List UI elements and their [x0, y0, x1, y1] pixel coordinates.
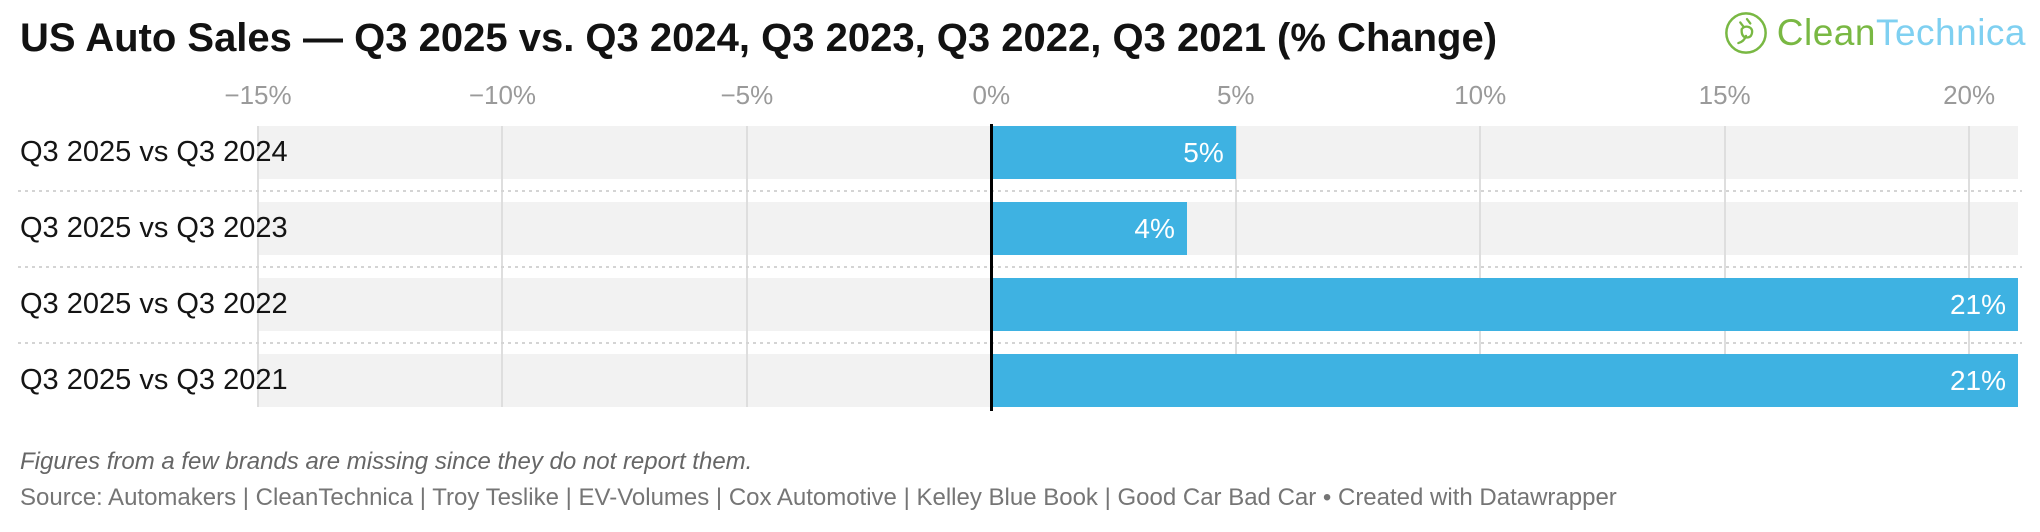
x-tick-label: −5% — [720, 80, 774, 110]
x-tick-label: 15% — [1698, 80, 1751, 110]
row-label: Q3 2025 vs Q3 2022 — [20, 288, 288, 320]
x-tick-label: −15% — [224, 80, 292, 110]
bar-q3-2025-vs-q3-2022: 21% — [991, 278, 2018, 331]
row-label: Q3 2025 vs Q3 2024 — [20, 136, 288, 168]
zero-baseline — [990, 124, 994, 411]
cleantechnica-logo[interactable]: CleanTechnica — [1723, 8, 2026, 58]
chart-title: US Auto Sales — Q3 2025 vs. Q3 2024, Q3 … — [20, 16, 1498, 60]
source-attribution: Source: Automakers | CleanTechnica | Tro… — [20, 484, 1617, 511]
logo-text-clean: Clean — [1776, 12, 1876, 53]
logo-text-technica: Technica — [1875, 12, 2026, 53]
x-tick-label: −10% — [468, 80, 537, 110]
chart-footnote: Figures from a few brands are missing si… — [20, 448, 753, 475]
bar-q3-2025-vs-q3-2024: 5% — [991, 126, 1236, 179]
row-separator — [18, 190, 2022, 192]
x-tick-label: 0% — [972, 80, 1011, 110]
bar-value-label: 4% — [1134, 213, 1175, 244]
cleantechnica-plug-leaf-icon — [1723, 10, 1769, 56]
row-separator — [18, 266, 2022, 268]
bar-value-label: 21% — [1949, 365, 2006, 396]
bar-value-label: 21% — [1949, 289, 2006, 320]
logo-wordmark: CleanTechnica — [1777, 12, 2026, 54]
x-tick-label: 10% — [1454, 80, 1507, 110]
x-tick-label: 20% — [1943, 80, 1996, 110]
row-label: Q3 2025 vs Q3 2023 — [20, 212, 288, 244]
bar-q3-2025-vs-q3-2023: 4% — [991, 202, 1187, 255]
bar-value-label: 5% — [1183, 137, 1224, 168]
row-label: Q3 2025 vs Q3 2021 — [20, 364, 288, 396]
bar-q3-2025-vs-q3-2021: 21% — [991, 354, 2018, 407]
x-tick-label: 5% — [1216, 80, 1255, 110]
row-separator — [18, 342, 2022, 344]
